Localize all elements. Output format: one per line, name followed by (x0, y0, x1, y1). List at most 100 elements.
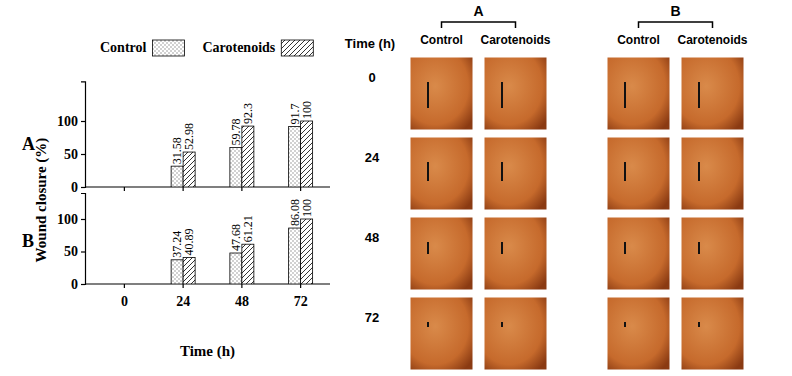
x-tick-label: 24 (176, 294, 190, 309)
scratch-marker (698, 82, 700, 108)
data-labels: 31.5859.7891.752.9892.3100 (170, 101, 314, 164)
x-tick-label: 0 (121, 294, 128, 309)
micrograph (410, 57, 473, 130)
y-axis-line (81, 82, 86, 188)
group-label: B (670, 3, 680, 19)
y-tick-label: 50 (64, 147, 78, 162)
x-tick: 24 (176, 284, 190, 309)
micrograph (484, 137, 547, 210)
data-label: 100 (300, 101, 314, 119)
panel-label: B (22, 231, 34, 251)
scratch-marker (698, 162, 700, 181)
scratch-marker (427, 162, 429, 181)
bar (171, 260, 183, 284)
chart: 05010031.5859.7891.752.9892.3100 (57, 82, 330, 195)
bar (289, 228, 301, 284)
x-tick-mark (241, 187, 242, 191)
x-tick (241, 187, 242, 191)
legend: Control Carotenoids (100, 40, 313, 56)
y-tick-mark (81, 154, 85, 155)
scratch-marker (624, 242, 626, 254)
chart: 050100024487237.2447.6886.0840.8961.2110… (57, 194, 330, 310)
scratch-marker (698, 322, 700, 327)
micrograph (607, 57, 670, 130)
x-tick-label: 48 (235, 294, 249, 309)
x-tick-mark (241, 284, 242, 288)
x-tick-mark (183, 187, 184, 191)
x-tick-mark (124, 284, 125, 288)
group-bracket (639, 22, 713, 28)
legend-label: Carotenoids (202, 40, 275, 55)
y-tick-mark (81, 251, 85, 252)
scratch-marker (501, 82, 503, 108)
y-axis-title: Wound closure (%) (33, 138, 50, 263)
x-tick-mark (300, 187, 301, 191)
micrograph (681, 217, 744, 290)
x-tick-mark (183, 284, 184, 288)
y-tick-label: 100 (57, 212, 78, 227)
x-tick (183, 187, 184, 191)
bar (242, 126, 254, 187)
x-axis: 0 24 48 72 (85, 284, 330, 309)
scratch-marker (501, 162, 503, 181)
legend-swatch (281, 40, 313, 56)
y-tick: 50 (64, 244, 85, 259)
column-label: Carotenoids (480, 33, 550, 47)
y-tick-label: 0 (71, 277, 78, 292)
data-labels: 37.2447.6886.0840.8961.21100 (170, 199, 314, 258)
bar (171, 166, 183, 187)
data-label: 52.98 (182, 123, 196, 150)
photo-title: Time (h) (345, 36, 395, 51)
scratch-marker (624, 162, 626, 181)
x-axis-title: Time (h) (180, 343, 235, 360)
scratch-marker (501, 242, 503, 254)
row-label: 72 (365, 310, 379, 325)
x-tick-mark (300, 284, 301, 288)
bar (183, 152, 195, 187)
y-tick-label: 100 (57, 114, 78, 129)
x-tick-label: 72 (294, 294, 308, 309)
scratch-marker (698, 242, 700, 254)
micrograph (607, 217, 670, 290)
x-tick: 0 (121, 284, 128, 309)
legend-label: Control (100, 40, 147, 55)
column-label: Control (420, 33, 463, 47)
bar (230, 253, 242, 284)
y-tick: 100 (57, 212, 85, 227)
data-label: 100 (300, 199, 314, 217)
x-tick-mark (124, 187, 125, 191)
column-label: Control (617, 33, 660, 47)
bar (301, 121, 313, 187)
y-axis: 050100 (57, 82, 86, 195)
group-bracket (442, 22, 516, 28)
scratch-marker (624, 322, 626, 327)
micrograph (681, 57, 744, 130)
x-tick (124, 187, 125, 191)
micrograph (410, 297, 473, 370)
y-tick-label: 50 (64, 244, 78, 259)
micrograph (484, 297, 547, 370)
y-tick: 100 (57, 114, 85, 129)
photo-panel: Time (h)AControlCarotenoidsBControlCarot… (345, 3, 748, 370)
y-axis-line (81, 194, 86, 285)
y-tick-mark (81, 284, 85, 285)
row-label: 48 (365, 230, 379, 245)
scratch-marker (501, 322, 503, 327)
data-label: 61.21 (241, 215, 255, 242)
y-tick-mark (81, 187, 85, 188)
micrograph (607, 137, 670, 210)
scratch-marker (427, 322, 429, 327)
micrograph (484, 57, 547, 130)
micrograph (607, 297, 670, 370)
bar (289, 126, 301, 187)
y-tick: 50 (64, 147, 85, 162)
bar (301, 219, 313, 284)
bar (242, 244, 254, 284)
x-tick (300, 187, 301, 191)
legend-swatch (152, 40, 184, 56)
micrograph (410, 137, 473, 210)
micrograph (681, 137, 744, 210)
y-tick: 0 (71, 277, 85, 292)
bar (230, 148, 242, 187)
data-label: 92.3 (241, 103, 255, 124)
